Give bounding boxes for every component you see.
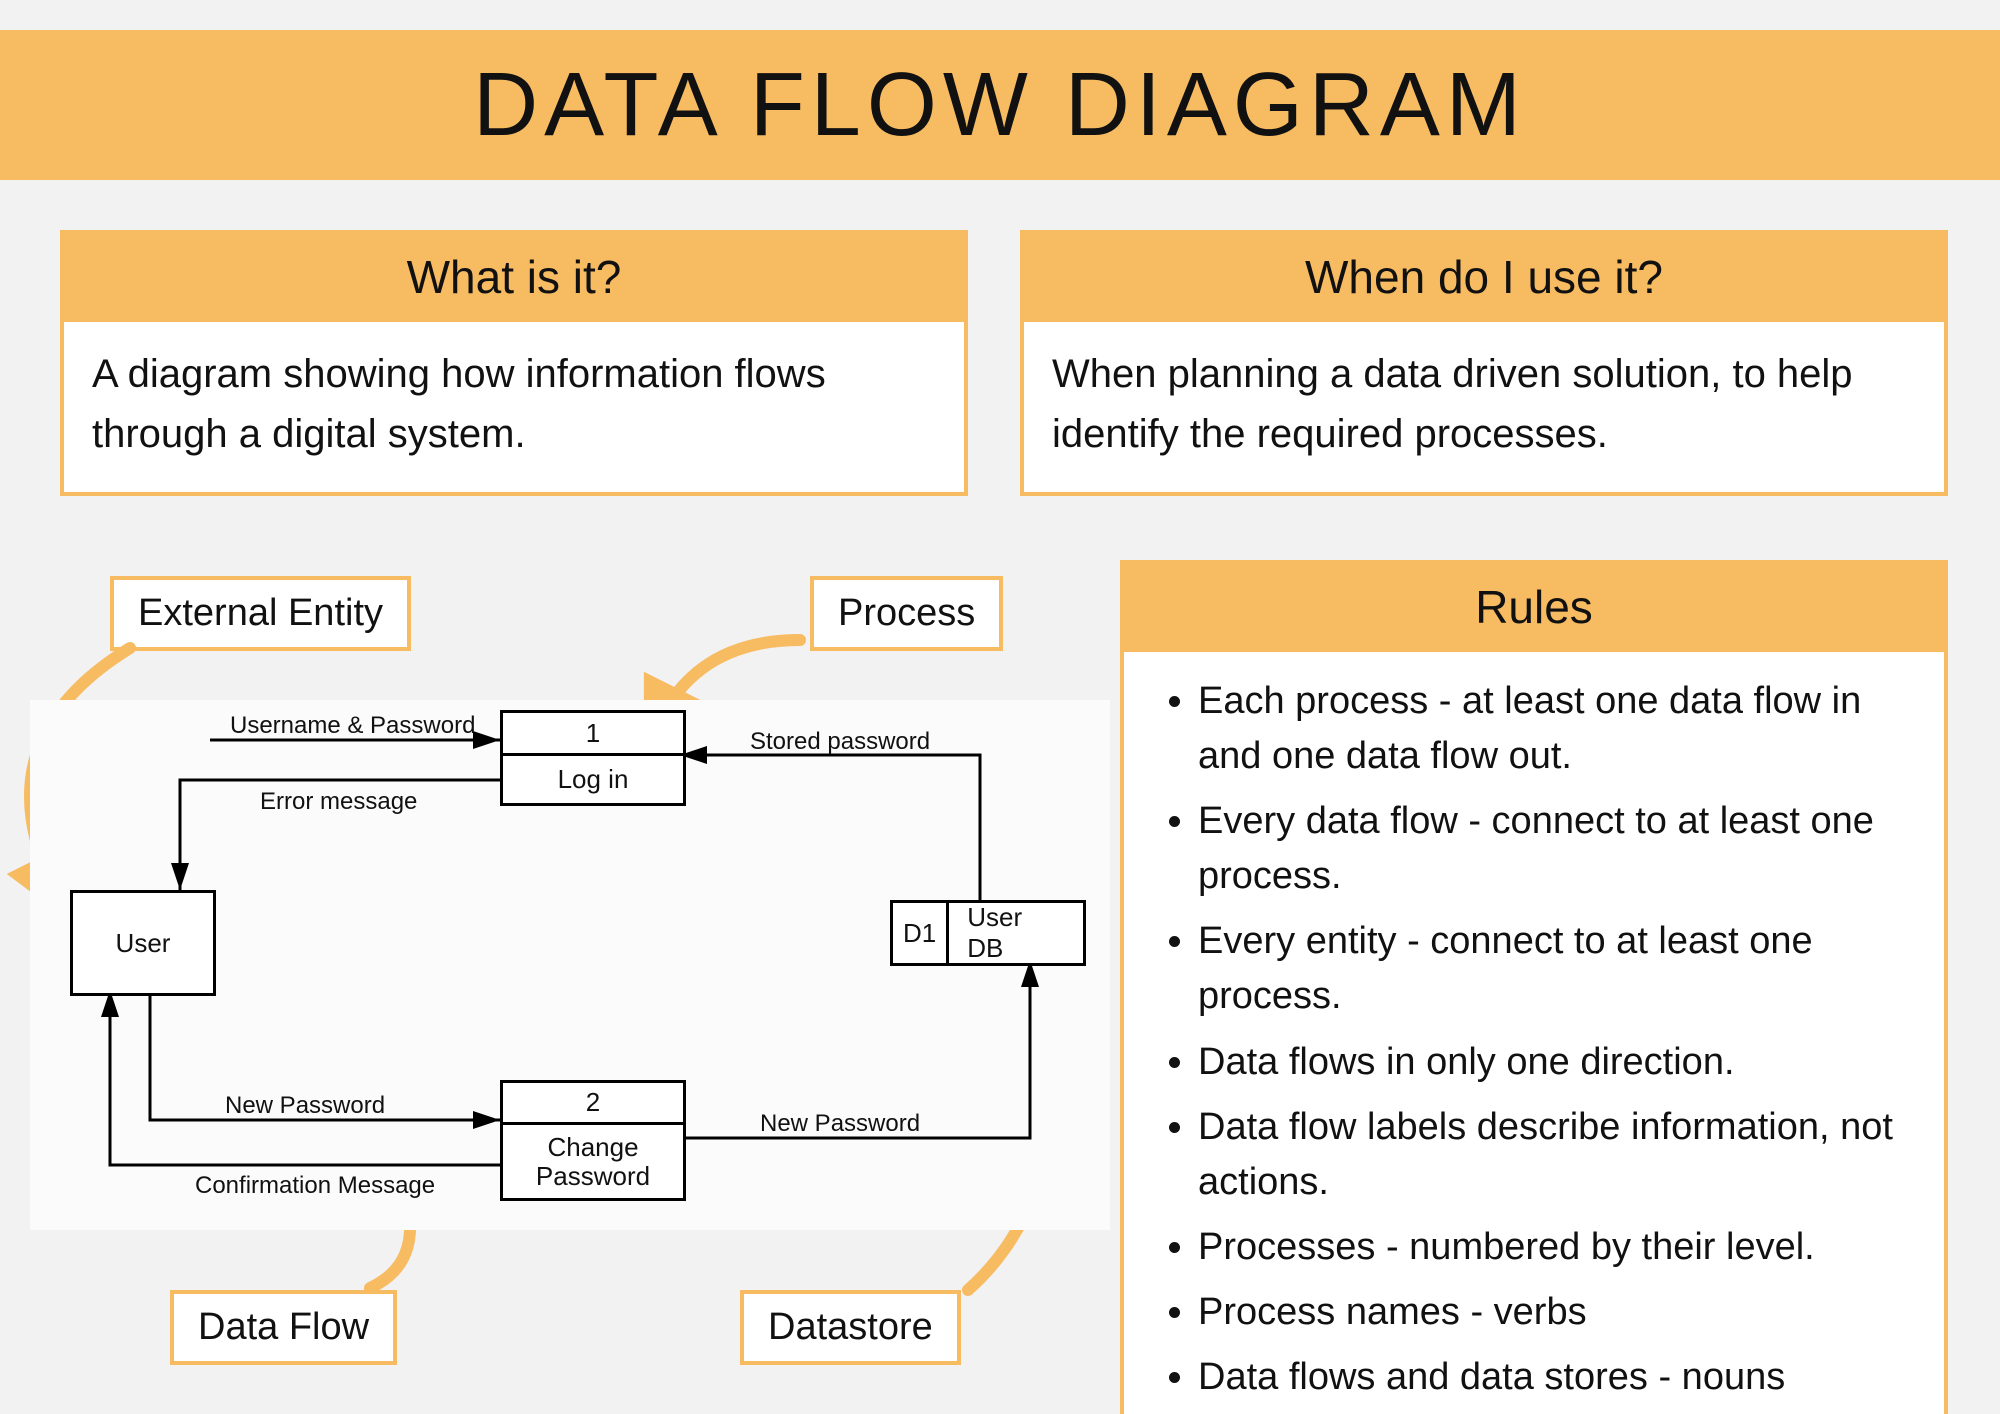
dfd-diagram: User 1 Log in 2 Change Password D1 User … [30,700,1110,1230]
flow-label: New Password [760,1110,920,1138]
process-login-num: 1 [503,714,683,756]
process-change-name: Change Password [503,1125,683,1198]
datastore-userdb-id: D1 [893,903,949,963]
flow-label: Username & Password [230,712,475,740]
flow-line [110,990,500,1165]
entity-user-label: User [73,928,213,959]
entity-user: User [70,890,216,996]
flow-line [680,755,980,900]
flow-label: New Password [225,1092,385,1120]
flow-label: Stored password [750,728,930,756]
process-change-num: 2 [503,1083,683,1125]
flow-label: Confirmation Message [195,1172,435,1200]
process-login: 1 Log in [500,710,686,806]
process-login-name: Log in [503,756,683,803]
process-change: 2 Change Password [500,1080,686,1201]
datastore-userdb: D1 User DB [890,900,1086,966]
datastore-userdb-name: User DB [949,903,1083,963]
flow-label: Error message [260,788,417,816]
